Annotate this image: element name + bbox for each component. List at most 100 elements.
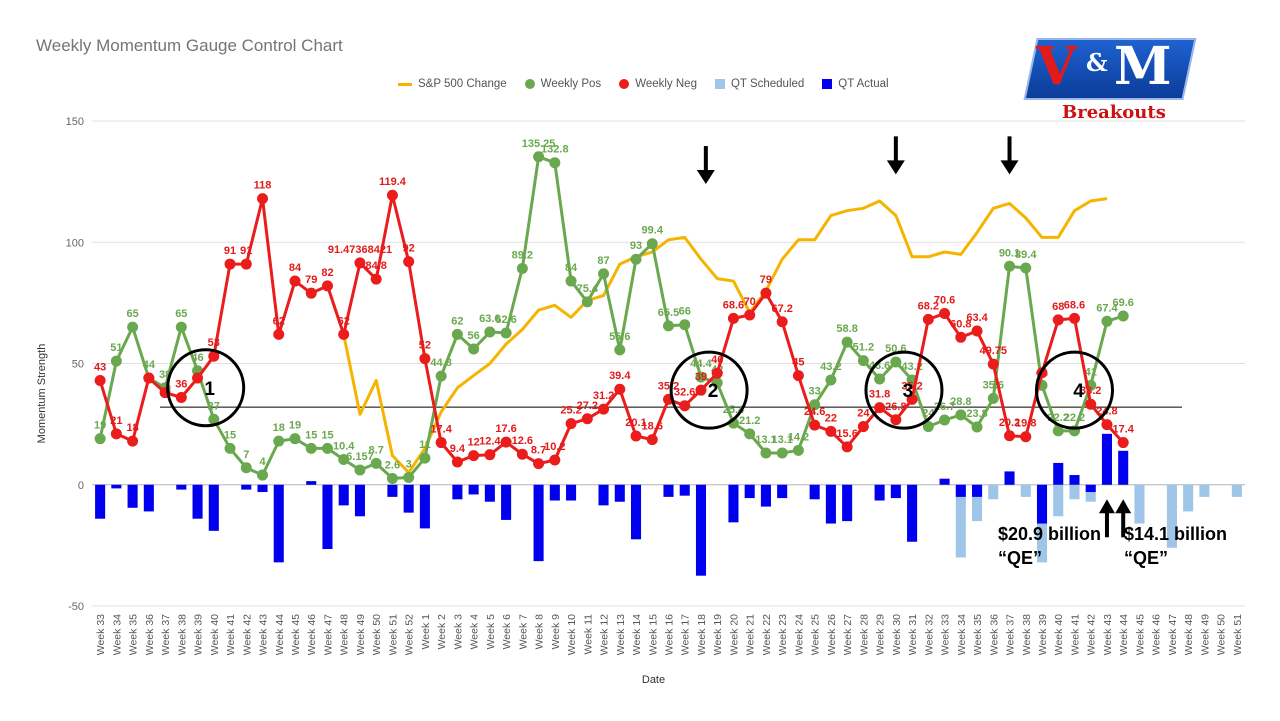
legend-item-qt-actual[interactable]: QT Actual — [822, 78, 889, 90]
bar-qt-actual — [419, 484, 430, 529]
weekly-pos-point — [841, 336, 853, 348]
weekly-neg-point — [208, 350, 220, 362]
x-tick-label: Week 41 — [1069, 614, 1081, 655]
weekly-pos-data-label: 65 — [126, 308, 138, 320]
weekly-neg-point — [695, 384, 707, 396]
weekly-neg-data-label: 92 — [403, 243, 415, 255]
up-arrow-head-1 — [1115, 499, 1132, 514]
weekly-pos-data-label: 132.8 — [541, 144, 569, 156]
weekly-neg-point — [224, 258, 236, 270]
legend-swatch-qt-actual — [822, 79, 833, 89]
x-tick-label: Week 6 — [501, 614, 513, 650]
weekly-pos-data-label: 63.6 — [479, 313, 500, 325]
x-tick-label: Week 17 — [680, 614, 692, 655]
x-tick-label: Week 12 — [599, 614, 611, 655]
weekly-pos-point — [955, 409, 967, 421]
weekly-pos-data-label: 44.8 — [430, 357, 451, 369]
bar-qt-actual — [95, 484, 106, 519]
weekly-pos-data-label: 66 — [679, 306, 691, 318]
weekly-pos-data-label: 19 — [289, 420, 301, 432]
bar-qt-actual — [777, 484, 788, 499]
weekly-pos-point — [354, 464, 366, 476]
bar-qt-actual — [630, 484, 642, 540]
bar-qt-actual — [176, 484, 187, 490]
weekly-neg-data-label: 31.2 — [593, 390, 614, 402]
weekly-neg-data-label: 17.6 — [495, 423, 516, 435]
weekly-neg-data-label: 79 — [305, 274, 317, 286]
x-tick-label: Week 52 — [404, 614, 416, 655]
x-tick-label: Week 33 — [95, 614, 107, 655]
y-axis-title: Momentum Strength — [36, 344, 48, 444]
weekly-pos-point — [386, 472, 398, 484]
weekly-pos-point — [922, 421, 934, 433]
weekly-neg-point — [939, 308, 951, 320]
annotation-circle-2 — [669, 350, 749, 430]
bar-qt-scheduled — [972, 484, 983, 522]
x-tick-label: Week 2 — [436, 614, 448, 650]
weekly-pos-data-label: 13.1 — [755, 434, 776, 446]
weekly-neg-point — [321, 280, 333, 292]
weekly-neg-data-label: 82 — [321, 267, 333, 279]
weekly-neg-point — [825, 425, 837, 437]
weekly-pos-point — [744, 428, 756, 440]
bar-qt-scheduled — [1231, 484, 1242, 497]
weekly-neg-data-label: 12 — [468, 437, 480, 449]
weekly-pos-point — [549, 157, 561, 169]
x-tick-label: Week 45 — [290, 614, 302, 655]
weekly-pos-data-label: 41 — [1085, 366, 1097, 378]
legend-item-weekly-neg[interactable]: Weekly Neg — [619, 78, 697, 90]
weekly-pos-data-label: 43.2 — [820, 361, 841, 373]
weekly-pos-data-label: 58.8 — [836, 323, 857, 335]
weekly-neg-data-label: 32.6 — [674, 387, 695, 399]
weekly-neg-point — [500, 436, 512, 448]
x-tick-label: Week 14 — [631, 614, 643, 655]
chart-legend: S&P 500 Change Weekly Pos Weekly Neg QT … — [398, 78, 889, 90]
weekly-neg-point — [841, 441, 853, 453]
qe-note-2: $14.1 billion “QE” — [1124, 522, 1227, 570]
bar-qt-actual — [907, 484, 918, 542]
weekly-neg-data-label: 68.6 — [723, 299, 744, 311]
bar-qt-actual — [143, 484, 154, 512]
weekly-neg-point — [922, 313, 934, 325]
bar-qt-actual — [306, 481, 317, 485]
weekly-neg-data-label: 91.47368421 — [328, 244, 392, 256]
weekly-neg-data-label: 39.4 — [609, 370, 631, 382]
bar-qt-actual — [354, 484, 365, 517]
legend-swatch-weekly-pos — [524, 79, 535, 89]
bar-qt-scheduled — [1069, 484, 1080, 500]
weekly-pos-point — [825, 374, 837, 386]
weekly-neg-point — [792, 370, 804, 382]
bar-qt-scheduled — [955, 484, 966, 558]
weekly-pos-point — [890, 356, 902, 368]
weekly-pos-point — [257, 469, 269, 481]
x-tick-label: Week 45 — [1134, 614, 1146, 655]
weekly-neg-data-label: 24 — [857, 408, 870, 420]
weekly-pos-data-label: 6.157 — [346, 451, 374, 463]
weekly-pos-point — [630, 253, 642, 265]
weekly-neg-point — [614, 383, 626, 395]
weekly-neg-data-label: 52 — [419, 340, 431, 352]
legend-item-weekly-pos[interactable]: Weekly Pos — [524, 78, 601, 90]
weekly-neg-data-label: 67.2 — [771, 303, 792, 315]
weekly-neg-data-label: 63.4 — [966, 312, 988, 324]
bar-qt-actual — [744, 484, 755, 499]
weekly-pos-point — [370, 457, 382, 469]
x-tick-label: Week 38 — [1021, 614, 1033, 655]
legend-item-sp500[interactable]: S&P 500 Change — [398, 78, 507, 90]
x-tick-label: Week 49 — [1199, 614, 1211, 655]
weekly-neg-point — [679, 400, 691, 412]
weekly-neg-point — [484, 449, 496, 461]
x-tick-label: Week 36 — [988, 614, 1000, 655]
bar-qt-actual — [338, 484, 349, 506]
weekly-neg-point — [1101, 419, 1113, 431]
x-tick-label: Week 24 — [793, 614, 805, 655]
weekly-pos-point — [435, 370, 447, 382]
qe-note-1-tag: “QE” — [998, 548, 1043, 568]
bar-qt-actual — [452, 484, 463, 500]
weekly-neg-data-label: 45 — [792, 357, 804, 369]
weekly-pos-point — [971, 421, 983, 433]
annotation-circle-label-3: 3 — [903, 381, 914, 402]
legend-item-qt-scheduled[interactable]: QT Scheduled — [714, 78, 804, 90]
y-tick-label-3: 0 — [78, 480, 84, 492]
weekly-neg-data-label: 8.7 — [531, 445, 546, 457]
